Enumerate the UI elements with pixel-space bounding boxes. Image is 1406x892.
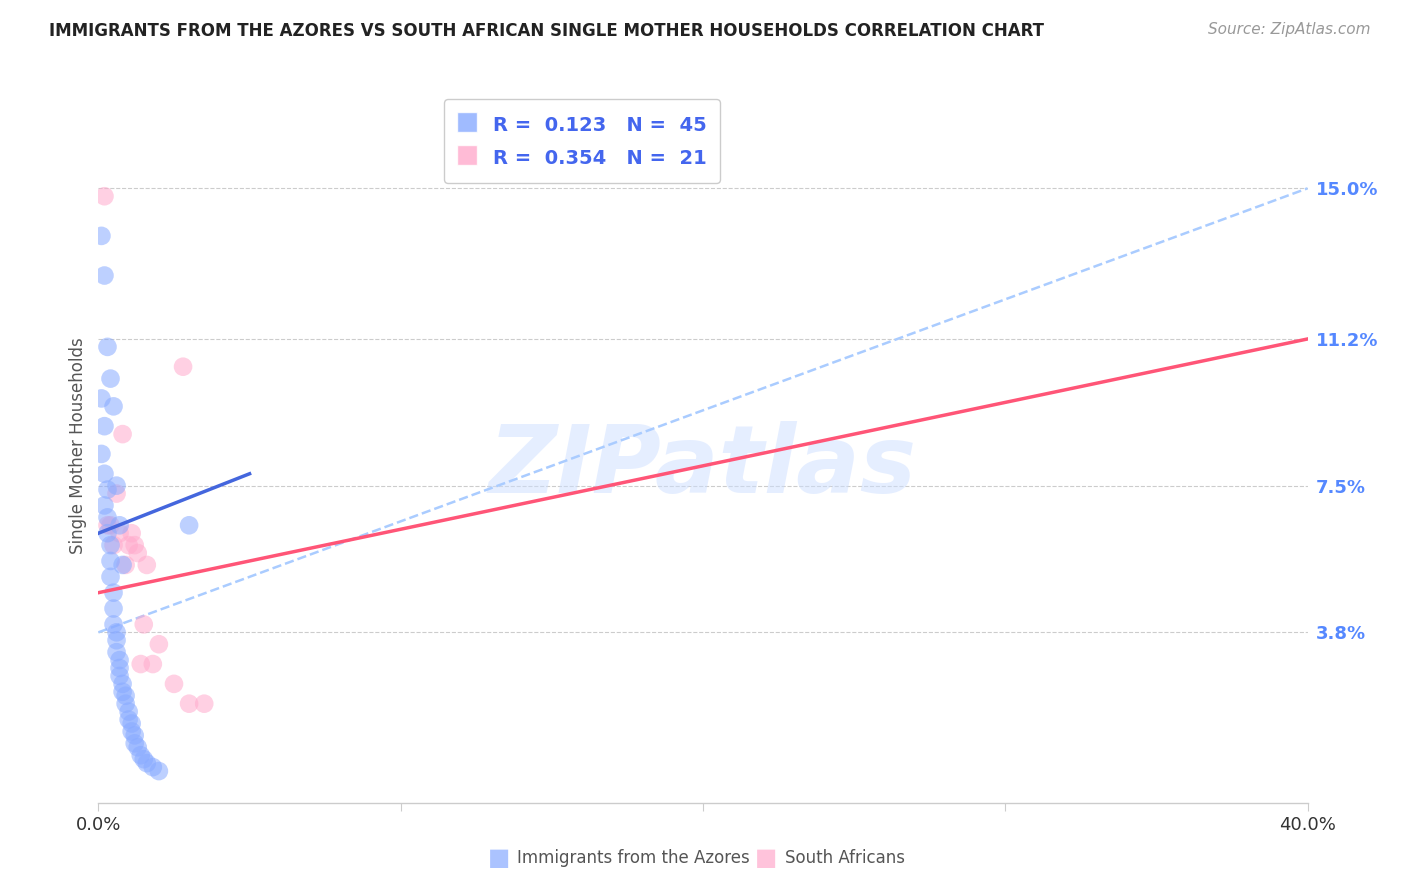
Point (100, 570, 122, 584)
Point (103, 538, 125, 552)
Point (105, 645, 128, 659)
Point (96, 526, 118, 541)
Point (93, 467, 115, 481)
Point (124, 736, 146, 750)
Point (108, 518, 131, 533)
Point (96, 483, 118, 497)
Text: Immigrants from the Azores: Immigrants from the Azores (517, 849, 751, 867)
Point (103, 601, 125, 615)
Text: ZIPatlas: ZIPatlas (489, 421, 917, 514)
Point (118, 705, 141, 719)
Point (142, 657, 165, 671)
Point (96, 340, 118, 354)
Point (93, 499, 115, 513)
Point (127, 740, 149, 755)
Point (105, 478, 128, 492)
Point (135, 756, 157, 771)
Point (124, 728, 146, 742)
Point (111, 427, 134, 442)
Legend: R =  0.123   N =  45, R =  0.354   N =  21: R = 0.123 N = 45, R = 0.354 N = 21 (444, 99, 720, 184)
Point (114, 689, 136, 703)
Text: Source: ZipAtlas.com: Source: ZipAtlas.com (1208, 22, 1371, 37)
Point (124, 538, 146, 552)
Point (100, 554, 122, 568)
Point (100, 538, 122, 552)
Point (96, 510, 118, 524)
Point (135, 558, 157, 572)
Point (129, 657, 152, 671)
Point (90, 228, 112, 243)
Point (114, 697, 136, 711)
Point (105, 633, 128, 648)
Point (90, 392, 112, 406)
Point (163, 677, 186, 691)
Point (96, 518, 118, 533)
Point (100, 371, 122, 385)
Text: IMMIGRANTS FROM THE AZORES VS SOUTH AFRICAN SINGLE MOTHER HOUSEHOLDS CORRELATION: IMMIGRANTS FROM THE AZORES VS SOUTH AFRI… (49, 22, 1045, 40)
Text: South Africans: South Africans (785, 849, 904, 867)
Text: ■: ■ (755, 847, 778, 870)
Point (121, 716, 143, 731)
Point (118, 713, 141, 727)
Point (108, 661, 131, 675)
Point (132, 617, 155, 632)
Point (93, 419, 115, 434)
Point (114, 558, 136, 572)
Point (111, 558, 134, 572)
Point (93, 189, 115, 203)
Point (93, 268, 115, 283)
Point (108, 669, 131, 683)
Point (127, 546, 149, 560)
Point (193, 697, 215, 711)
Point (148, 764, 170, 778)
Point (172, 359, 194, 374)
Point (103, 585, 125, 599)
Point (142, 760, 165, 774)
Point (108, 526, 131, 541)
Point (100, 518, 122, 533)
Point (103, 400, 125, 414)
Point (179, 697, 201, 711)
Point (90, 447, 112, 461)
Y-axis label: Single Mother Households: Single Mother Households (69, 338, 87, 554)
Point (121, 724, 143, 739)
Point (132, 752, 155, 766)
Point (121, 526, 143, 541)
Point (105, 486, 128, 500)
Point (111, 677, 134, 691)
Point (118, 538, 141, 552)
Point (103, 617, 125, 632)
Point (179, 518, 201, 533)
Point (108, 653, 131, 667)
Point (129, 748, 152, 763)
Point (105, 625, 128, 640)
Point (148, 637, 170, 651)
Text: ■: ■ (488, 847, 510, 870)
Point (111, 685, 134, 699)
